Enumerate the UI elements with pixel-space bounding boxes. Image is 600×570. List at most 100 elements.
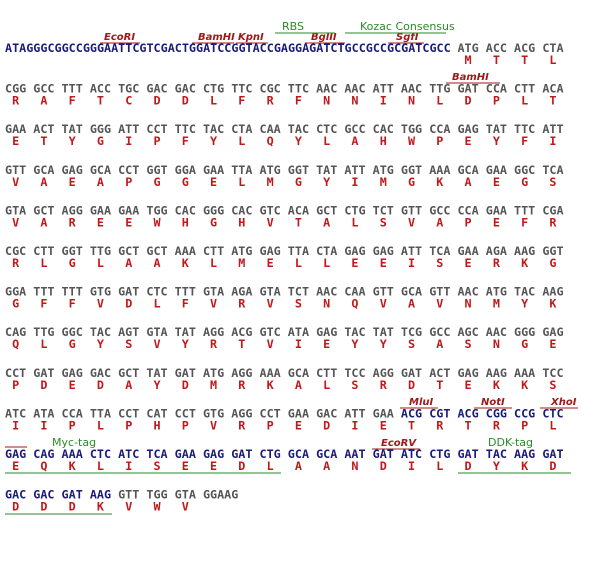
amino-acid: V <box>12 175 19 189</box>
codon: TAC <box>344 325 365 339</box>
codon: CTT <box>33 244 54 258</box>
amino-acid: I <box>408 459 415 473</box>
amino-acid: T <box>465 418 472 432</box>
amino-acid: F <box>182 134 189 148</box>
codon: GGC <box>514 163 535 177</box>
amino-acid: L <box>436 459 443 473</box>
codon: GGT <box>62 244 83 258</box>
site-label: KpnI <box>238 32 264 43</box>
amino-acid: E <box>465 134 472 148</box>
feature-label: DDK-tag <box>488 436 533 449</box>
codon: AAA <box>514 366 535 380</box>
codon: AAG <box>514 244 535 258</box>
amino-acid: L <box>97 418 104 432</box>
amino-acid: P <box>69 418 76 432</box>
amino-acid: N <box>351 459 358 473</box>
amino-acid: G <box>69 256 76 270</box>
codon: GAT <box>33 366 54 380</box>
codon: GAC <box>90 366 111 380</box>
codon: CCA <box>457 203 478 217</box>
amino-acid: G <box>408 175 415 189</box>
amino-acid: S <box>351 378 358 392</box>
amino-acid: T <box>295 215 302 229</box>
amino-acid: M <box>493 297 500 311</box>
amino-acid: I <box>351 175 358 189</box>
codon: TTT <box>514 203 535 217</box>
codon: GAG <box>373 244 394 258</box>
codon: GCA <box>401 285 422 299</box>
amino-acid: L <box>40 337 47 351</box>
codon: GAT <box>373 447 394 461</box>
amino-acid: T <box>40 134 47 148</box>
codon: AGG <box>231 366 252 380</box>
codon: AAC <box>344 82 365 96</box>
feature-label: Myc-tag <box>52 436 96 449</box>
codon: GGT <box>542 244 563 258</box>
codon: CTG <box>260 447 281 461</box>
amino-acid: D <box>408 378 415 392</box>
codon: GTA <box>203 285 224 299</box>
site-label: EcoRI <box>104 32 135 43</box>
amino-acid: F <box>69 94 76 108</box>
amino-acid: S <box>380 215 387 229</box>
codon: GCT <box>118 244 139 258</box>
codon: GAT <box>457 447 478 461</box>
amino-acid: V <box>12 215 19 229</box>
amino-acid: R <box>549 215 557 229</box>
codon: TAC <box>514 285 535 299</box>
site-label: BamHI <box>198 32 235 43</box>
amino-acid: V <box>267 337 274 351</box>
codon: AAT <box>344 447 365 461</box>
amino-acid: L <box>97 459 104 473</box>
codon: CAT <box>146 406 167 420</box>
codon: GAC <box>5 488 26 502</box>
amino-acid: R <box>210 337 218 351</box>
amino-acid: P <box>12 378 19 392</box>
amino-acid: C <box>125 94 132 108</box>
amino-acid: T <box>436 378 443 392</box>
amino-acid: L <box>238 175 245 189</box>
amino-acid: R <box>238 418 246 432</box>
codon: GTC <box>260 325 281 339</box>
amino-acid: L <box>295 256 302 270</box>
codon: CCA <box>486 82 507 96</box>
codon: AGC <box>457 325 478 339</box>
amino-acid: F <box>238 94 245 108</box>
amino-acid: V <box>210 418 217 432</box>
codon: ATA <box>288 325 309 339</box>
amino-acid: S <box>408 337 415 351</box>
codon: TTA <box>90 406 111 420</box>
codon: GAA <box>373 406 394 420</box>
codon: GTA <box>260 285 281 299</box>
codon: CCT <box>175 406 196 420</box>
codon: GTT <box>373 285 394 299</box>
amino-acid: S <box>295 297 302 311</box>
amino-acid: L <box>210 94 217 108</box>
amino-acid: Y <box>493 459 501 473</box>
amino-acid: E <box>125 215 132 229</box>
codon: TCA <box>429 244 450 258</box>
codon: TGG <box>401 122 422 136</box>
amino-acid: E <box>69 378 76 392</box>
amino-acid: Y <box>295 134 303 148</box>
codon: TCT <box>288 285 309 299</box>
codon: CAC <box>231 203 252 217</box>
amino-acid: A <box>125 256 132 270</box>
amino-acid: Y <box>69 134 77 148</box>
codon: GTC <box>260 203 281 217</box>
codon: AAC <box>486 325 507 339</box>
amino-acid: P <box>465 215 472 229</box>
amino-acid: P <box>521 418 528 432</box>
codon: CAG <box>5 325 26 339</box>
codon: GAA <box>5 122 26 136</box>
codon: CGC <box>260 82 281 96</box>
codon: GAC <box>316 406 337 420</box>
codon: AGT <box>118 325 139 339</box>
codon: ATG <box>457 41 478 55</box>
codon: GCT <box>146 244 167 258</box>
amino-acid: L <box>323 134 330 148</box>
amino-acid: A <box>351 134 358 148</box>
codon: TAC <box>90 325 111 339</box>
codon: CGG <box>486 406 507 420</box>
